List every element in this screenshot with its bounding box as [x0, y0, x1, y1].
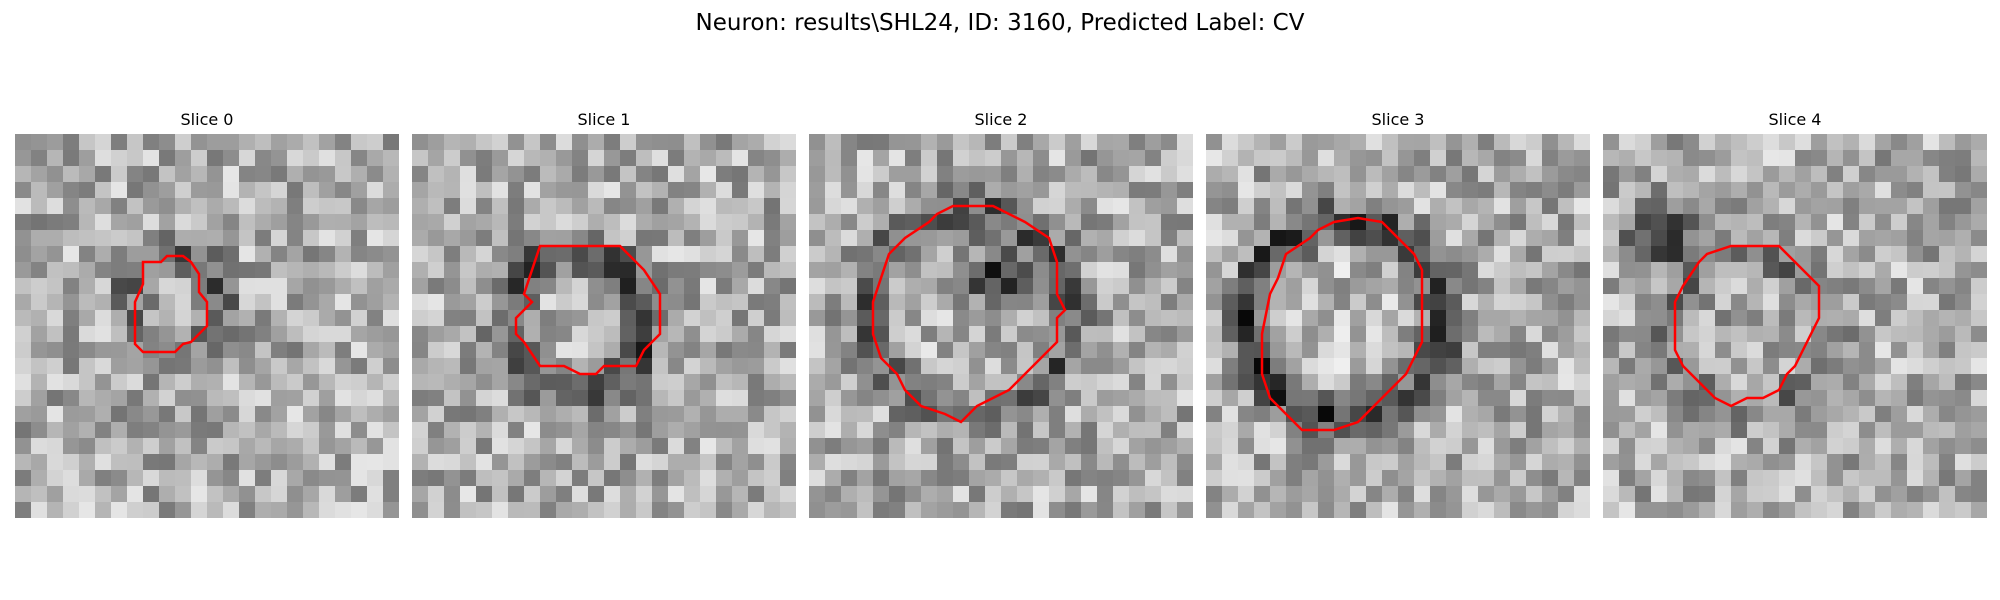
- slice-panel-3: Slice 3: [1206, 110, 1590, 518]
- slice-panel-4: Slice 4: [1603, 110, 1987, 518]
- pixel-grid: [809, 134, 1193, 518]
- slice-title: Slice 2: [809, 110, 1193, 130]
- slice-panel-1: Slice 1: [412, 110, 796, 518]
- slice-title: Slice 0: [15, 110, 399, 130]
- slice-title: Slice 1: [412, 110, 796, 130]
- pixel-grid: [1603, 134, 1987, 518]
- slice-image: [412, 134, 796, 518]
- slice-image: [15, 134, 399, 518]
- slice-image: [1603, 134, 1987, 518]
- slice-title: Slice 3: [1206, 110, 1590, 130]
- pixel-grid: [412, 134, 796, 518]
- slice-panel-0: Slice 0: [15, 110, 399, 518]
- slice-title: Slice 4: [1603, 110, 1987, 130]
- slice-panel-2: Slice 2: [809, 110, 1193, 518]
- slice-image: [1206, 134, 1590, 518]
- figure-title: Neuron: results\SHL24, ID: 3160, Predict…: [0, 8, 2000, 38]
- slice-image: [809, 134, 1193, 518]
